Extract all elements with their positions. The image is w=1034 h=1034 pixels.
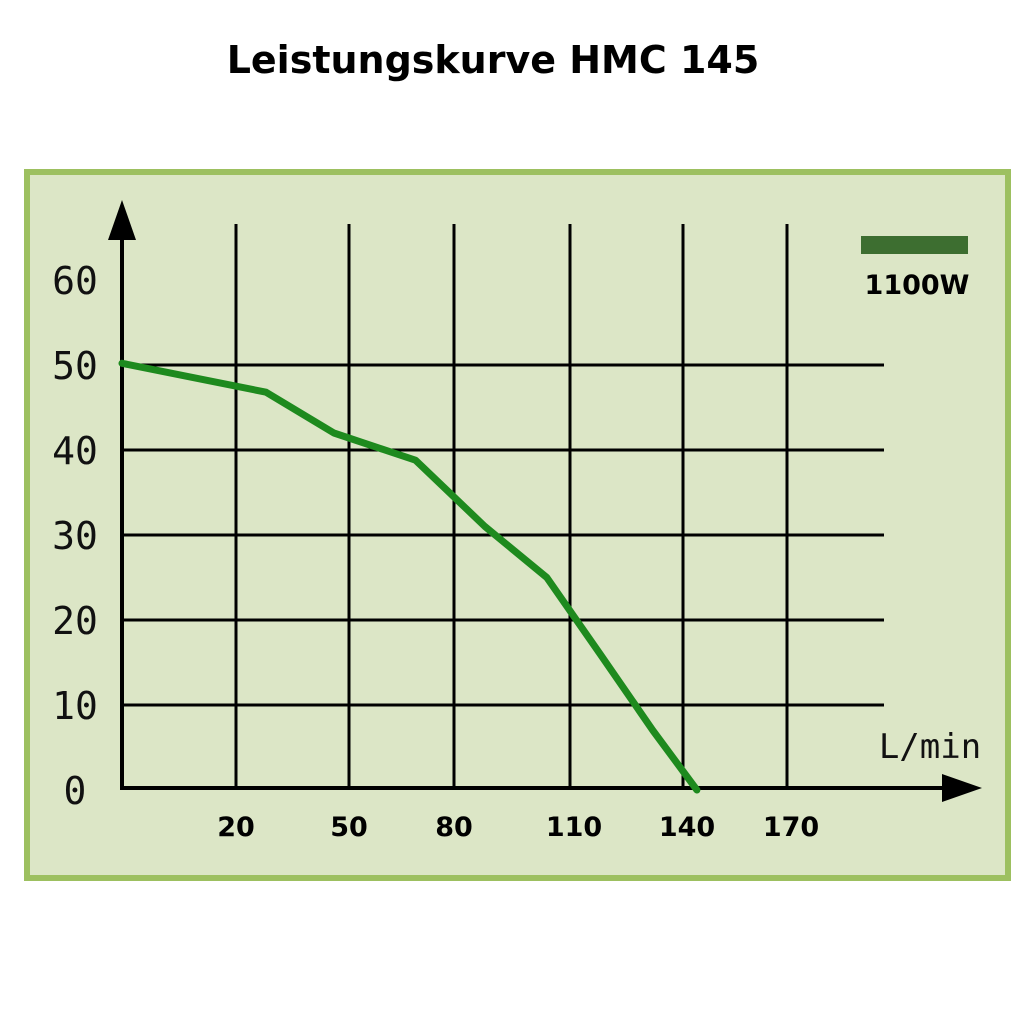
axes (108, 200, 982, 802)
chart-title: Leistungskurve HMC 145 (226, 38, 760, 82)
y-tick-label-50: 50 (52, 344, 98, 388)
x-tick-label-50: 50 (330, 812, 368, 843)
x-tick-label-170: 170 (763, 812, 819, 843)
y-tick-label-60: 60 (52, 259, 98, 303)
y-tick-label-40: 40 (52, 429, 98, 473)
x-tick-labels: 20 50 80 110 140 170 (217, 812, 819, 843)
y-tick-label-30: 30 (52, 514, 98, 558)
series-group (118, 359, 701, 794)
series-point-2 (333, 432, 335, 434)
x-tick-label-140: 140 (659, 812, 715, 843)
series-point-1 (265, 391, 267, 393)
y-tick-labels: 0 10 20 30 40 50 60 (52, 259, 98, 813)
x-axis-arrow (942, 774, 982, 802)
series-point-4 (484, 526, 486, 527)
x-axis-unit-label: L/min (879, 727, 981, 767)
series-point-3 (415, 459, 416, 461)
y-tick-label-20: 20 (52, 599, 98, 643)
y-tick-label-10: 10 (52, 684, 98, 728)
chart-frame (24, 169, 1011, 881)
series-point-6 (599, 653, 601, 655)
legend-label-1100w: 1100W (865, 270, 970, 301)
series-point-7 (652, 730, 654, 731)
legend-swatch-1100w (861, 236, 968, 254)
series-point-5 (546, 577, 548, 578)
y-tick-label-0: 0 (64, 769, 87, 813)
x-tick-label-110: 110 (546, 812, 602, 843)
grid-lines (120, 224, 884, 788)
x-tick-label-80: 80 (435, 812, 473, 843)
series-point-8 (696, 789, 698, 791)
x-tick-label-20: 20 (217, 812, 255, 843)
series-point-0 (121, 362, 123, 364)
y-axis-arrow (108, 200, 136, 240)
